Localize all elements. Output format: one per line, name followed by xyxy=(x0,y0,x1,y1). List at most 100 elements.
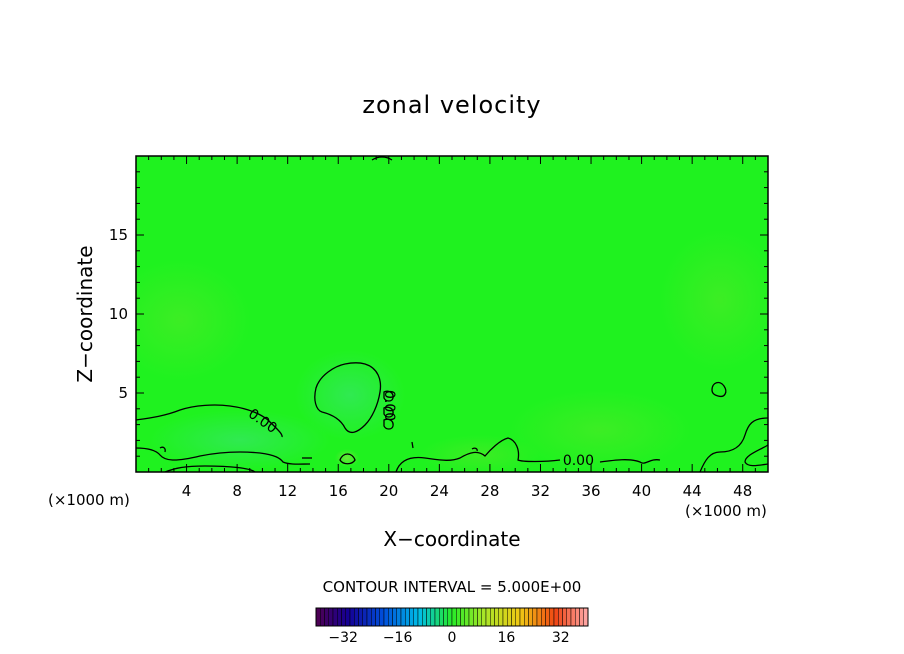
contour-label: 0.00 xyxy=(563,453,594,469)
shading-blob xyxy=(510,390,690,470)
colorbar-swatch xyxy=(485,607,491,627)
contour-line xyxy=(371,156,393,161)
contour-label: 0.00 xyxy=(381,390,397,421)
colorbar: −32 −16 0 16 32 xyxy=(315,607,589,646)
contour-line xyxy=(599,459,661,464)
x-tick-label: 32 xyxy=(531,482,550,500)
x-tick-label: 36 xyxy=(581,482,600,500)
x-tick-label: 8 xyxy=(232,482,242,500)
colorbar-swatch xyxy=(447,607,453,627)
colorbar-swatch xyxy=(507,607,512,627)
colorbar-swatch xyxy=(439,607,444,627)
colorbar-swatch xyxy=(345,607,351,627)
colorbar-swatch xyxy=(434,607,440,627)
colorbar-swatch xyxy=(583,607,589,627)
contour-line xyxy=(383,418,394,430)
colorbar-swatch xyxy=(464,607,470,627)
colorbar-swatch xyxy=(430,607,436,627)
colorbar-swatch xyxy=(579,607,584,627)
colorbar-tick-label: −32 xyxy=(328,630,358,646)
colorbar-swatch xyxy=(422,607,427,627)
colorbar-tick-label: 0 xyxy=(448,630,457,646)
colorbar-swatch xyxy=(575,607,580,627)
y-axis-label: Z−coordinate xyxy=(73,245,97,382)
colorbar-swatch xyxy=(532,607,538,627)
y-tick-label: 5 xyxy=(118,384,128,402)
shading-blob xyxy=(150,410,330,470)
colorbar-tick-label: 32 xyxy=(552,630,570,646)
colorbar-swatch xyxy=(545,607,550,627)
colorbar-swatch xyxy=(392,607,397,627)
contour-line xyxy=(395,437,561,472)
x-tick-label: 40 xyxy=(632,482,651,500)
contour-line xyxy=(159,446,166,453)
colorbar-swatch xyxy=(536,607,542,627)
colorbar-swatch xyxy=(549,607,555,627)
colorbar-swatch xyxy=(456,607,461,627)
colorbar-swatch xyxy=(362,607,368,627)
contour-line xyxy=(699,417,768,472)
contour-line xyxy=(314,362,382,434)
colorbar-tick-label: −16 xyxy=(383,630,413,646)
colorbar-swatch xyxy=(358,607,363,627)
colorbar-swatch xyxy=(570,607,576,627)
colorbar-swatch xyxy=(473,607,478,627)
contour-line xyxy=(339,453,356,465)
y-tick-label: 10 xyxy=(109,305,128,323)
contour-line xyxy=(136,404,283,438)
colorbar-swatch xyxy=(477,607,482,627)
x-tick-label: 24 xyxy=(430,482,449,500)
colorbar-swatch xyxy=(400,607,406,627)
x-tick-label: 16 xyxy=(329,482,348,500)
colorbar-swatch xyxy=(324,607,329,627)
x-unit-right: (×1000 m) xyxy=(685,502,767,520)
x-tick-label: 20 xyxy=(379,482,398,500)
contour-line xyxy=(471,447,478,452)
contour-line xyxy=(383,390,394,402)
colorbar-frame xyxy=(315,607,589,627)
plot-area: 0.000.000.00 xyxy=(136,156,768,472)
colorbar-swatch xyxy=(460,607,465,627)
colorbar-swatch xyxy=(541,607,546,627)
colorbar-swatch xyxy=(354,607,359,627)
colorbar-swatch xyxy=(515,607,521,627)
colorbar-swatch xyxy=(315,607,321,627)
shading-blob xyxy=(136,260,250,380)
shading-blob xyxy=(660,230,768,370)
colorbar-swatch xyxy=(341,607,346,627)
contour-line xyxy=(711,381,727,398)
y-axis: 5 10 15 xyxy=(109,171,768,457)
colorbar-swatch xyxy=(413,607,419,627)
x-axis: 4 8 12 16 20 24 28 32 36 40 44 48 xyxy=(148,156,756,500)
colorbar-swatch xyxy=(519,607,525,627)
colorbar-swatch xyxy=(371,607,376,627)
colorbar-swatch xyxy=(366,607,372,627)
colorbar-swatch xyxy=(553,607,559,627)
x-axis-label: X−coordinate xyxy=(383,527,520,551)
colorbar-swatch xyxy=(502,607,508,627)
y-tick-label: 15 xyxy=(109,226,128,244)
colorbar-swatch xyxy=(443,607,448,627)
colorbar-swatch xyxy=(490,607,495,627)
chart-title: zonal velocity xyxy=(362,91,541,119)
shading-blob xyxy=(420,435,540,472)
colorbar-swatch xyxy=(375,607,380,627)
x-unit-left: (×1000 m) xyxy=(48,491,130,509)
colorbar-swatch xyxy=(379,607,385,627)
contour-line xyxy=(744,444,768,467)
colorbar-swatch xyxy=(320,607,325,627)
colorbar-swatch xyxy=(396,607,402,627)
colorbar-swatch xyxy=(426,607,431,627)
contour-line xyxy=(411,441,414,449)
x-tick-label: 28 xyxy=(480,482,499,500)
colorbar-swatch xyxy=(349,607,355,627)
contour-line xyxy=(136,447,311,465)
colorbar-swatch xyxy=(383,607,389,627)
colorbar-tick-label: 16 xyxy=(497,630,515,646)
x-tick-label: 12 xyxy=(278,482,297,500)
colorbar-swatch xyxy=(498,607,504,627)
colorbar-swatch xyxy=(388,607,393,627)
contour-interval-text: CONTOUR INTERVAL = 5.000E+00 xyxy=(323,578,582,596)
colorbar-swatch xyxy=(558,607,563,627)
